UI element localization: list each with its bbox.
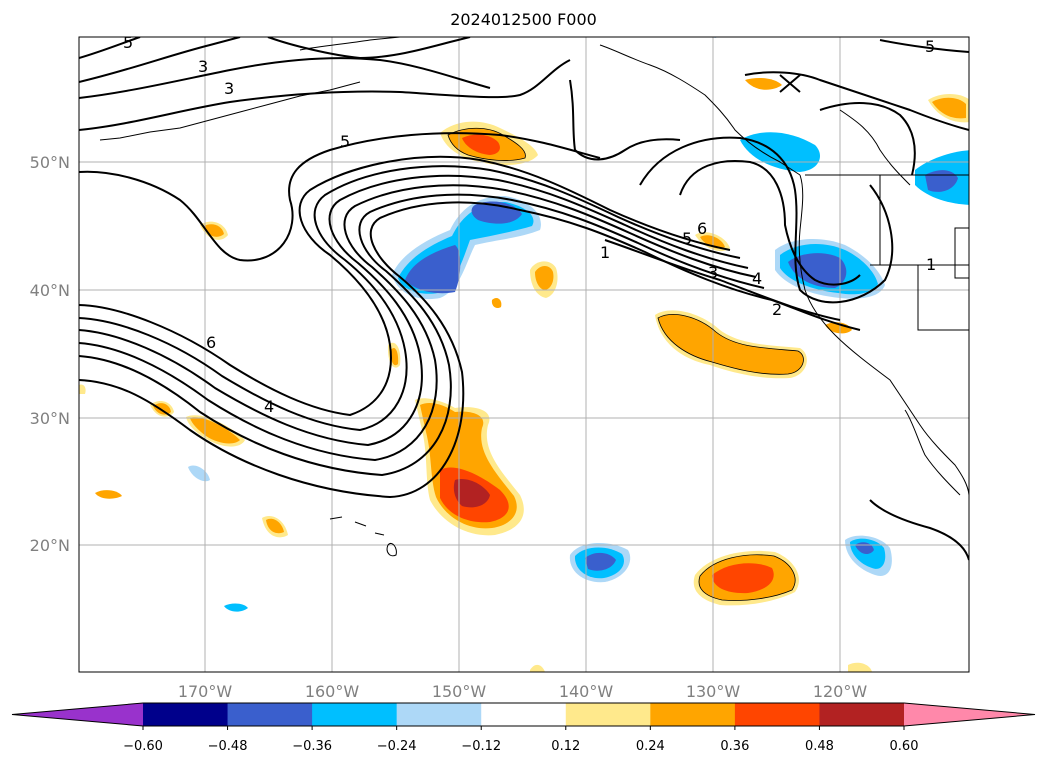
contour-label: 1: [600, 243, 610, 262]
colorbar-segment: [481, 703, 567, 726]
coastlines: [99, 37, 969, 557]
contour-label: 5: [925, 37, 935, 56]
contour-label-group: 5 3 3 5 1 2 3 4 5 6 6 4 5 1: [123, 33, 936, 416]
lon-label: 170°W: [178, 682, 233, 701]
colorbar-extend-low: [12, 703, 143, 726]
contour-lines: [79, 37, 969, 561]
contour-label: 4: [264, 397, 274, 416]
contour-label: 5: [340, 132, 350, 151]
colorbar-segment: [734, 703, 820, 726]
contour-label: 2: [772, 300, 782, 319]
colorbar-tick-label: 0.24: [636, 739, 665, 754]
longitude-labels: 170°W 160°W 150°W 140°W 130°W 120°W: [178, 682, 868, 701]
latitude-labels: 50°N 40°N 30°N 20°N: [30, 153, 70, 555]
colorbar-tick-label: −0.24: [377, 739, 417, 754]
colorbar-tick-label: 0.48: [805, 739, 834, 754]
contour-label: 1: [926, 255, 936, 274]
colorbar-extend-high: [904, 703, 1035, 726]
colorbar: −0.60 −0.48 −0.36 −0.24 −0.12 0.12 0.24 0.36 0.4…: [11, 702, 1036, 754]
lat-label: 20°N: [30, 536, 70, 555]
lon-label: 120°W: [813, 682, 868, 701]
contour-label: 3: [224, 79, 234, 98]
colorbar-tick-label: 0.36: [720, 739, 749, 754]
lat-label: 50°N: [30, 153, 70, 172]
contour-label: 5: [123, 33, 133, 52]
lat-label: 30°N: [30, 409, 70, 428]
contour-label: 6: [697, 219, 707, 238]
contour-label: 4: [752, 269, 762, 288]
lat-label: 40°N: [30, 281, 70, 300]
colorbar-segment: [650, 703, 736, 726]
colorbar-segment: [396, 703, 482, 726]
lon-label: 160°W: [305, 682, 360, 701]
colorbar-tick-label: −0.12: [461, 739, 501, 754]
lon-label: 150°W: [432, 682, 487, 701]
colorbar-segment: [312, 703, 398, 726]
colorbar-segment: [819, 703, 905, 726]
contour-label: 5: [682, 229, 692, 248]
contour-label: 3: [708, 263, 718, 282]
colorbar-segment: [143, 703, 229, 726]
colorbar-segment: [227, 703, 313, 726]
plot-frame: [78, 36, 970, 673]
contour-label: 6: [206, 333, 216, 352]
colorbar-tick-label: −0.36: [292, 739, 332, 754]
colorbar-tick-label: 0.12: [551, 739, 580, 754]
colorbar-tick-label: 0.60: [890, 739, 919, 754]
colorbar-segment: [565, 703, 651, 726]
lon-label: 130°W: [686, 682, 741, 701]
colorbar-tick-label: −0.60: [123, 739, 163, 754]
contour-label: 3: [198, 57, 208, 76]
map-title: 2024012500 F000: [450, 10, 597, 29]
colorbar-tick-label: −0.48: [208, 739, 248, 754]
lon-label: 140°W: [559, 682, 614, 701]
gridlines: [79, 37, 969, 672]
contour-thin: [447, 127, 804, 601]
